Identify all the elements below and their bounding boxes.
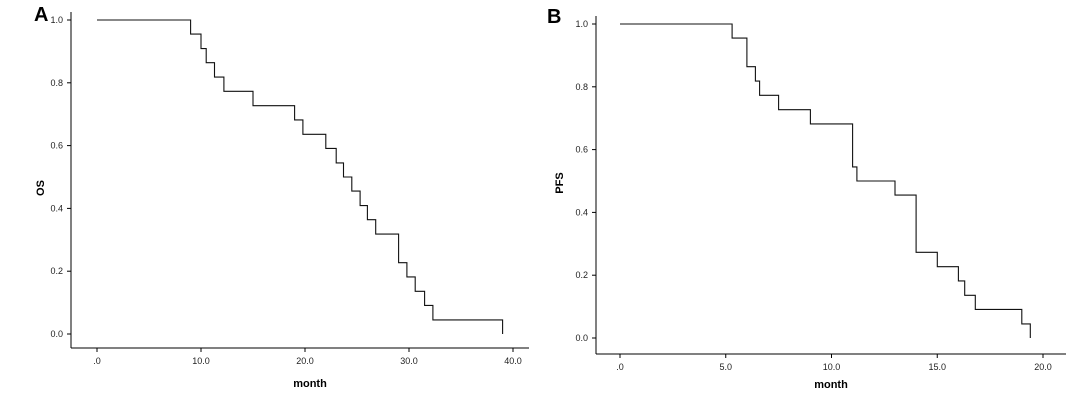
y-tick-label: 0.8: [575, 82, 588, 92]
y-tick-label: 1.0: [575, 19, 588, 29]
x-tick-label: .0: [616, 362, 624, 372]
panel-label-b: B: [547, 6, 561, 28]
x-tick-label: 15.0: [928, 362, 946, 372]
x-tick-label: 10.0: [192, 356, 210, 366]
y-tick-label: 0.2: [575, 270, 588, 280]
x-tick-label: .0: [93, 356, 101, 366]
y-tick-label: 1.0: [50, 15, 63, 25]
y-tick-label: 0.4: [575, 207, 588, 217]
x-axis-title-month-a: month: [293, 378, 327, 390]
y-tick-label: 0.2: [50, 266, 63, 276]
x-tick-label: 20.0: [1034, 362, 1052, 372]
y-tick-label: 0.6: [50, 141, 63, 151]
y-axis-title-pfs: PFS: [554, 172, 566, 193]
y-axis-title-os: OS: [35, 180, 47, 196]
x-tick-label: 40.0: [504, 356, 522, 366]
os-survival-curve: [97, 19, 504, 334]
y-tick-label: 0.0: [50, 329, 63, 339]
x-axis-title-month-b: month: [814, 379, 848, 391]
panel-a-chart: A OS month 0.0 0.2 0.4 0.6 0.8 1.0 .0 10.0 20.0 3…: [34, 4, 529, 390]
x-tick-label: 30.0: [400, 356, 418, 366]
y-tick-label: 0.8: [50, 78, 63, 88]
panel-label-a: A: [34, 4, 48, 26]
y-tick-label: 0.6: [575, 145, 588, 155]
x-tick-label: 5.0: [719, 362, 732, 372]
pfs-survival-curve: [620, 23, 1031, 338]
panel-b-chart: B PFS month 0.0 0.2 0.4 0.6 0.8 1.0 .0 5.0 10.0 1…: [547, 6, 1066, 391]
x-tick-label: 10.0: [823, 362, 841, 372]
y-tick-label: 0.0: [575, 333, 588, 343]
x-tick-label: 20.0: [296, 356, 314, 366]
y-tick-label: 0.4: [50, 203, 63, 213]
